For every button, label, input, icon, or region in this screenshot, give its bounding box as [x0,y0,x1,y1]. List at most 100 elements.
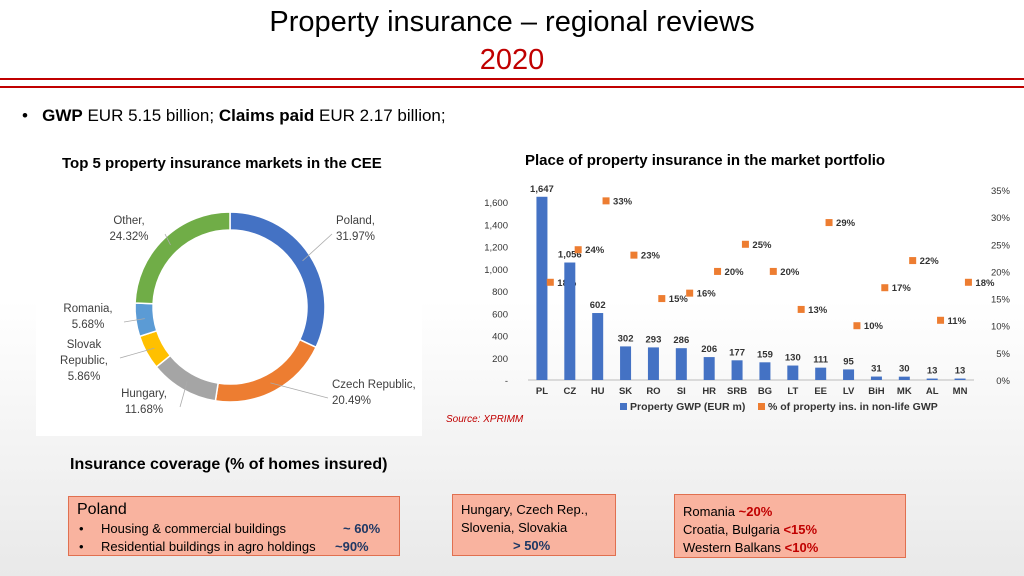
donut-label-0-1: 31.97% [336,231,375,243]
y-left-tick-7: 1,400 [484,220,508,231]
bar-label-HU: 602 [590,300,606,311]
bar-chart-title: Place of property insurance in the marke… [525,152,886,169]
y-right-tick-3: 15% [991,295,1011,306]
donut-leader-2 [179,381,188,408]
claims-value: EUR 2.17 billion; [318,106,446,125]
point-LV [853,322,861,330]
bar-label-CZ: 1,056 [558,250,582,261]
bar-label-LV: 95 [843,356,854,367]
point-AL [937,316,945,324]
poland-item-2-label: Residential buildings in agro holdings [101,539,316,554]
point-label-MK: 22% [920,256,940,267]
hcss-line-1: Hungary, Czech Rep., [461,502,588,517]
bar-label-EE: 111 [813,355,829,366]
donut-chart: Poland, 31.97% Czech Republic, 20.49% Hungar… [60,211,416,416]
y-left-tick-2: 400 [492,332,508,343]
point-PL [546,278,554,286]
bar-label-HR: 206 [701,344,717,355]
bar-label-MK: 30 [899,364,910,375]
bar-LV [843,369,855,380]
poland-item-2-value: ~90% [335,539,369,554]
hcss-coverage-box: Hungary, Czech Rep., Slovenia, Slovakia … [452,494,616,556]
bar-SK [620,346,632,380]
bar-label-SK: 302 [618,333,634,344]
x-tick-LV: LV [843,386,855,397]
y-right-tick-6: 30% [991,213,1011,224]
bar-SI [675,348,687,380]
bar-label-SRB: 177 [729,347,745,358]
south-row-western-balkans: Western Balkans <10% [683,540,819,555]
donut-label-5-1: 24.32% [109,231,148,243]
donut-chart-panel: Poland, 31.97% Czech Republic, 20.49% Hungar… [36,192,422,436]
point-label-EE: 29% [836,218,856,229]
point-label-SI: 16% [697,289,717,300]
x-tick-SI: SI [677,386,686,397]
bar-HR [703,357,715,380]
x-tick-PL: PL [536,386,548,397]
bar-label-AL: 13 [927,366,938,377]
y-left-tick-0: - [505,376,508,387]
source-note: Source: XPRIMM [446,414,524,425]
hcss-value: > 50% [513,538,551,553]
point-RO [658,295,666,303]
point-label-MN: 18% [975,278,995,289]
donut-label-3-2: 5.86% [68,371,101,383]
donut-leader-3 [119,347,155,359]
point-label-LT: 13% [808,305,828,316]
point-label-BG: 20% [780,267,800,278]
y-right-tick-4: 20% [991,267,1011,278]
point-label-LV: 10% [864,321,884,332]
donut-slice-5 [134,211,231,305]
x-tick-HU: HU [591,386,605,397]
poland-coverage-box: Poland • Housing & commercial buildings … [68,496,400,556]
x-tick-SRB: SRB [727,386,747,397]
bar-AL [926,378,938,380]
point-SK [630,251,638,259]
page-title: Property insurance – regional reviews [269,6,755,38]
page-subtitle-year: 2020 [479,44,545,76]
x-tick-BiH: BiH [868,386,885,397]
point-label-HU: 33% [613,196,633,207]
bar-label-BiH: 31 [871,364,882,375]
y-left-tick-4: 800 [492,287,508,298]
divider-bottom [0,86,1024,88]
y-right-tick-2: 10% [991,322,1011,333]
bar-BG [759,362,771,380]
claims-label: Claims paid [218,106,315,125]
point-label-BiH: 17% [892,283,912,294]
donut-leader-1 [270,382,329,399]
bar-CZ [564,262,576,380]
bar-MN [954,378,966,380]
donut-leader-0 [302,233,333,262]
donut-label-1-0: Czech Republic, [332,379,416,391]
poland-item-1-value: ~ 60% [343,521,381,536]
bar-label-LT: 130 [785,353,801,364]
poland-item-1: • Housing & commercial buildings ~ 60% [79,521,381,536]
y-right-tick-0: 0% [996,376,1010,387]
donut-label-1-1: 20.49% [332,395,371,407]
bar-PL [536,196,548,380]
x-tick-HR: HR [702,386,716,397]
point-label-SRB: 25% [752,240,772,251]
point-MN [964,278,972,286]
donut-label-0-0: Poland, [336,215,375,227]
y-left-tick-1: 200 [492,354,508,365]
x-tick-EE: EE [814,386,827,397]
x-tick-RO: RO [646,386,660,397]
point-label-SK: 23% [641,251,661,262]
point-label-HR: 20% [725,267,745,278]
x-tick-SK: SK [619,386,632,397]
legend-swatch-bars [620,403,627,410]
x-tick-BG: BG [758,386,772,397]
bar-label-SI: 286 [673,335,689,346]
y-left-tick-6: 1,200 [484,243,508,254]
x-tick-CZ: CZ [563,386,576,397]
poland-item-2: • Residential buildings in agro holdings… [79,539,369,554]
x-tick-LT: LT [787,386,798,397]
donut-label-3-1: Republic, [60,355,108,367]
bar-SRB [731,360,743,380]
poland-item-1-label: Housing & commercial buildings [101,521,286,536]
donut-leader-4 [123,318,145,323]
bar-label-BG: 159 [757,349,773,360]
point-label-CZ: 24% [585,245,605,256]
